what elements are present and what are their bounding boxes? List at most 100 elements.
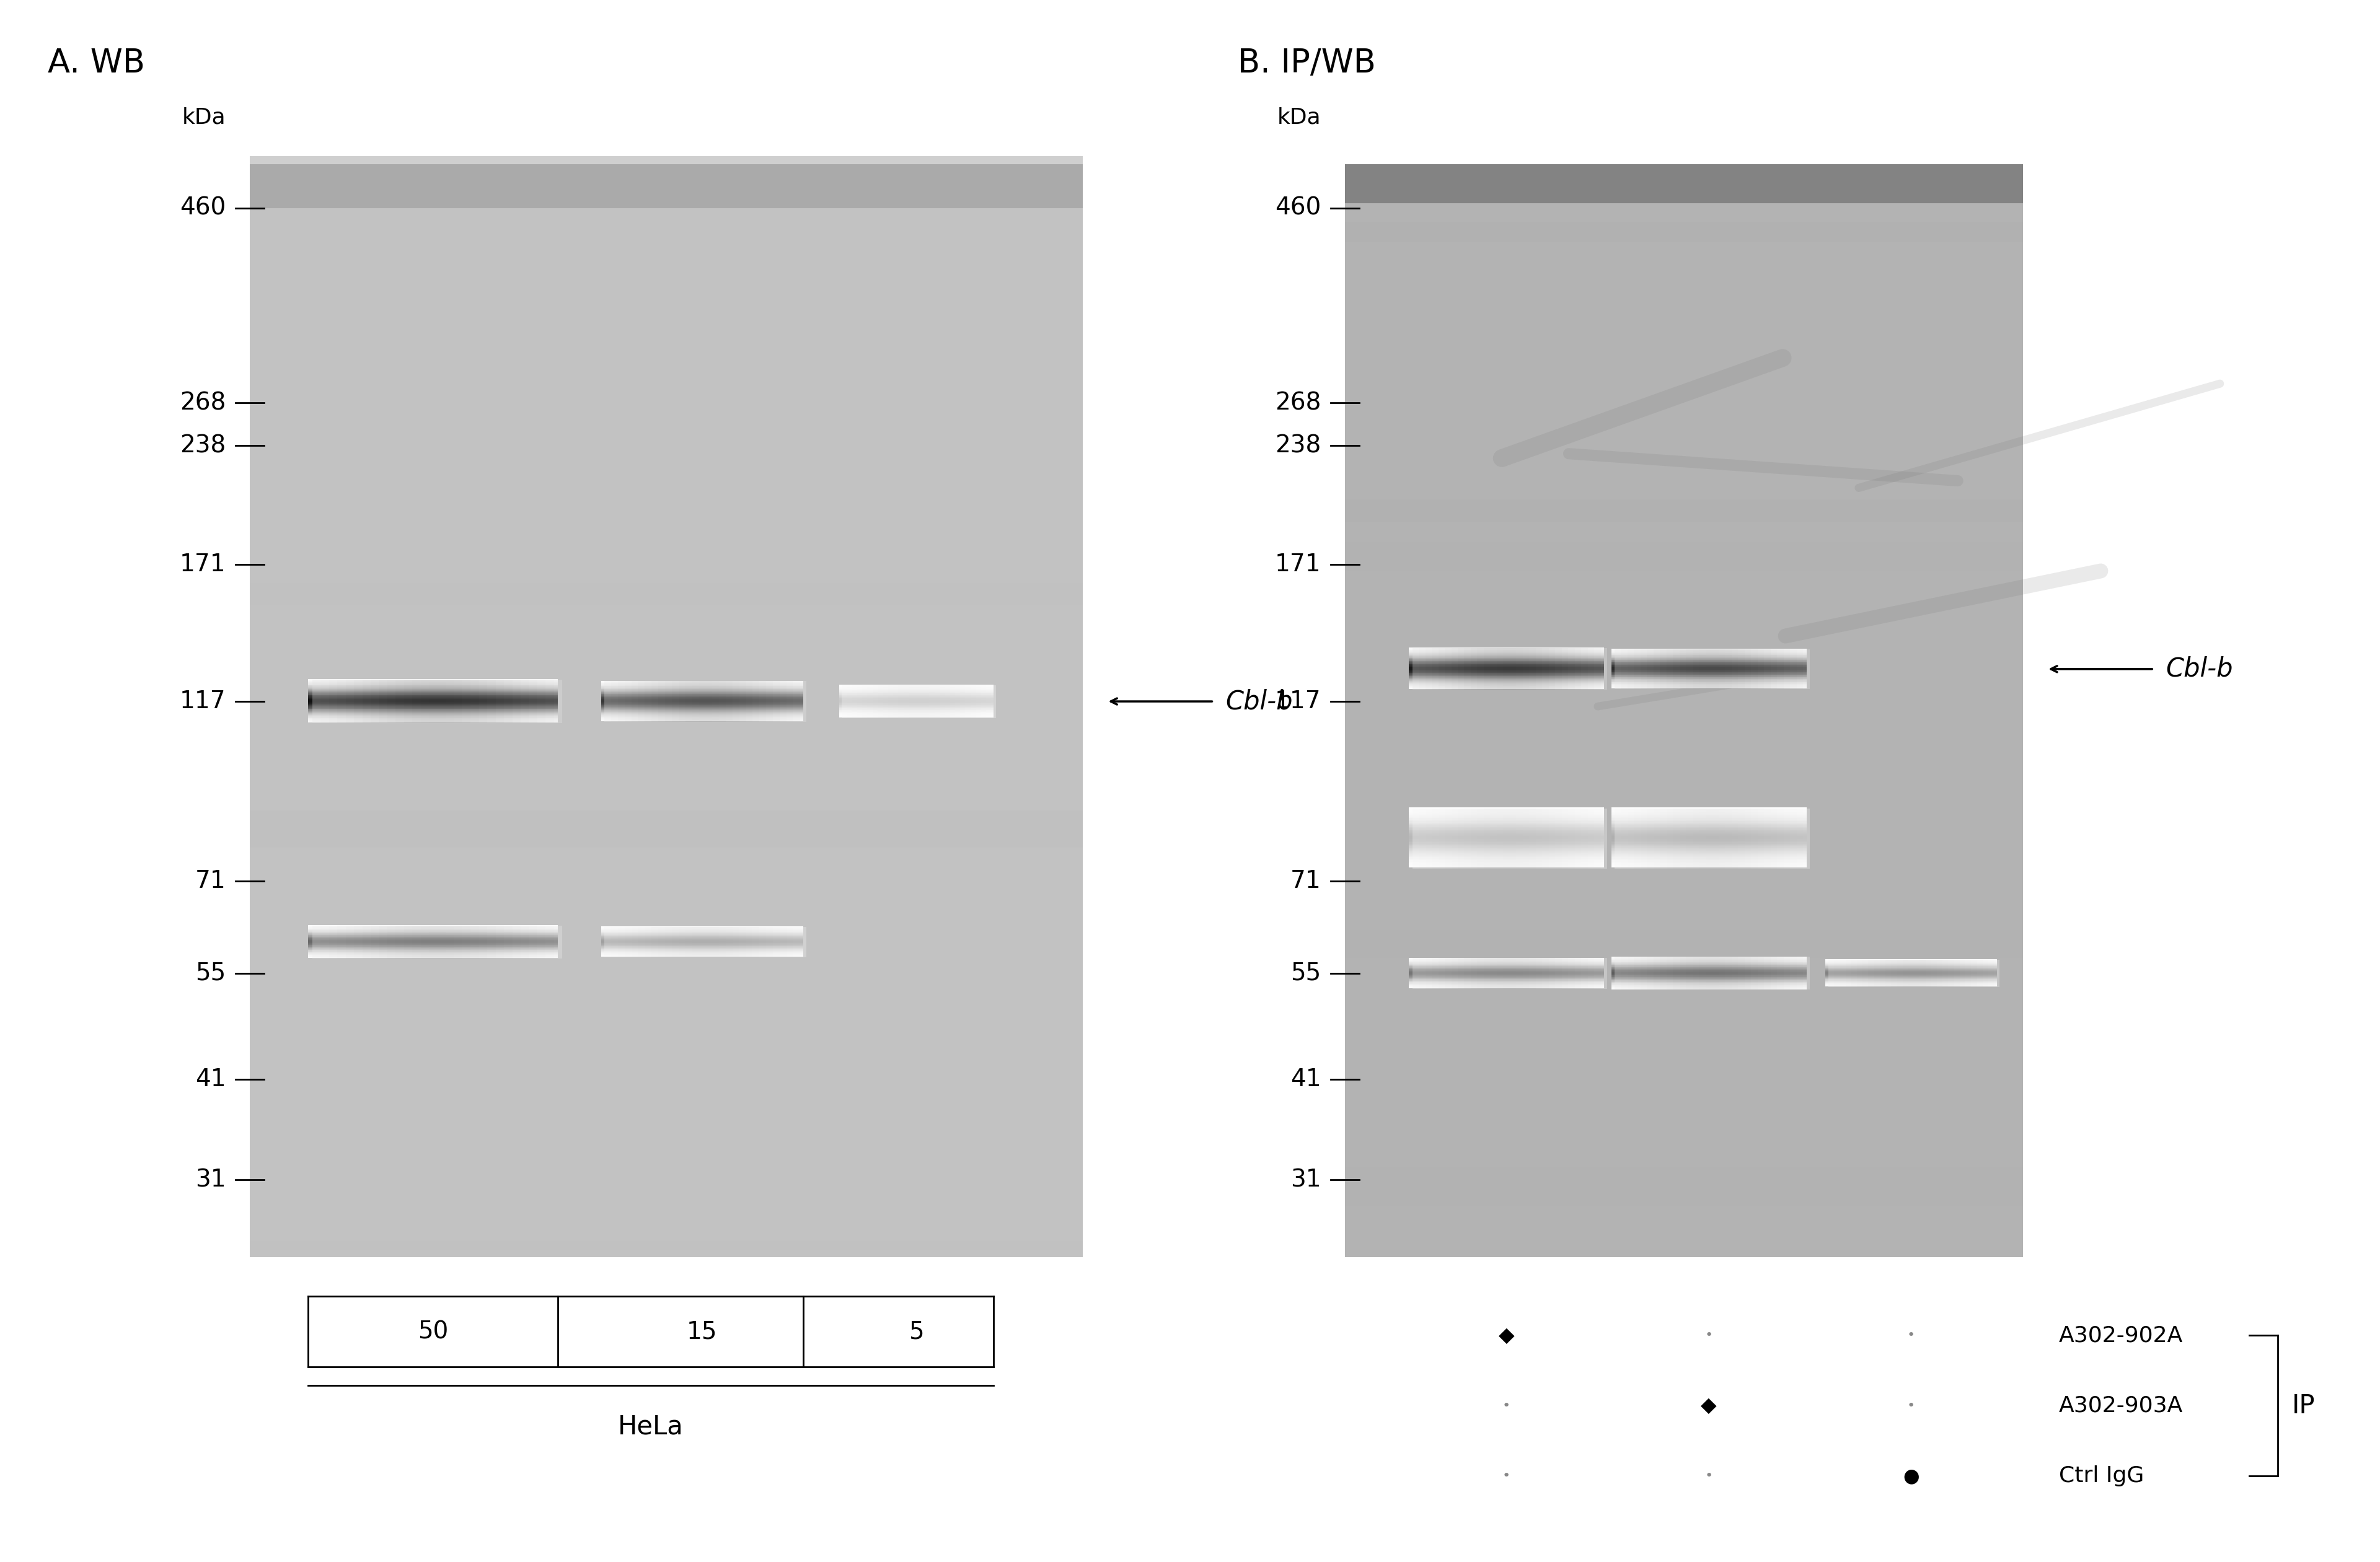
Bar	[1438, 648, 1445, 690]
Bar	[1452, 958, 1457, 989]
Bar	[1635, 958, 1640, 990]
Bar	[1797, 650, 1804, 689]
Bar	[1345, 634, 2023, 651]
Bar	[685, 926, 693, 958]
Bar	[1733, 958, 1737, 990]
Bar	[1561, 808, 1568, 868]
Bar	[940, 686, 945, 719]
Text: 71: 71	[195, 870, 226, 893]
Bar	[1692, 650, 1699, 689]
Bar	[1568, 648, 1576, 690]
Bar	[1433, 958, 1438, 989]
Bar	[971, 686, 976, 719]
Bar	[1756, 958, 1764, 990]
Bar	[1783, 808, 1790, 868]
Text: 171: 171	[181, 553, 226, 576]
Bar	[1542, 958, 1549, 989]
Bar	[1892, 959, 1897, 987]
Bar	[428, 926, 438, 959]
Bar	[338, 679, 345, 723]
Bar	[1659, 958, 1666, 990]
Bar	[740, 681, 745, 722]
Bar	[759, 926, 766, 958]
Bar	[671, 681, 678, 722]
Bar	[652, 926, 659, 958]
Bar	[645, 681, 652, 722]
Text: 15: 15	[688, 1320, 716, 1343]
Bar	[612, 681, 619, 722]
Bar	[1937, 959, 1942, 987]
Bar	[700, 681, 704, 722]
Bar	[1549, 958, 1557, 989]
Bar	[1621, 958, 1628, 990]
Bar	[1640, 650, 1647, 689]
Bar	[328, 679, 338, 723]
Bar	[1471, 648, 1478, 690]
Bar	[659, 926, 664, 958]
Bar	[1983, 959, 1987, 987]
Bar	[1718, 808, 1726, 868]
Bar	[1516, 958, 1523, 989]
Bar	[1561, 648, 1568, 690]
Text: 31: 31	[195, 1168, 226, 1192]
Bar	[1580, 958, 1587, 989]
Bar	[378, 926, 388, 959]
Bar	[1726, 808, 1733, 868]
Bar	[1673, 808, 1680, 868]
Bar	[1445, 648, 1452, 690]
Bar	[455, 679, 462, 723]
Bar	[928, 686, 935, 719]
Bar	[976, 686, 981, 719]
Text: 238: 238	[1276, 434, 1321, 458]
Bar	[1706, 808, 1711, 868]
Bar	[1654, 958, 1661, 990]
Bar	[1535, 648, 1542, 690]
Bar	[733, 926, 740, 958]
Bar	[1880, 959, 1885, 987]
Bar	[631, 926, 638, 958]
Bar	[793, 681, 800, 722]
Bar	[700, 926, 704, 958]
Text: kDa: kDa	[183, 106, 226, 128]
Bar	[1711, 808, 1718, 868]
Bar	[664, 926, 671, 958]
Bar	[1680, 808, 1685, 868]
Bar	[752, 681, 759, 722]
Bar	[521, 679, 528, 723]
Bar	[1478, 958, 1483, 989]
Bar	[1864, 959, 1868, 987]
Bar	[645, 926, 652, 958]
Text: A302-903A: A302-903A	[2059, 1395, 2182, 1417]
Bar	[766, 681, 774, 722]
Text: Ctrl IgG: Ctrl IgG	[2059, 1465, 2144, 1487]
Bar	[538, 926, 545, 959]
Bar	[1580, 808, 1587, 868]
Bar	[693, 681, 700, 722]
Bar	[1587, 648, 1595, 690]
Bar	[1733, 808, 1737, 868]
Bar	[1602, 808, 1606, 868]
Text: •: •	[1502, 1400, 1511, 1412]
Bar	[1635, 650, 1640, 689]
Bar	[693, 926, 700, 958]
Bar	[652, 681, 659, 722]
Bar	[752, 926, 759, 958]
Text: HeLa: HeLa	[619, 1414, 683, 1440]
Bar	[1345, 476, 2023, 490]
Bar	[478, 926, 488, 959]
Bar	[624, 681, 631, 722]
Text: ◆: ◆	[1499, 1325, 1514, 1346]
Bar	[1497, 808, 1504, 868]
Bar	[521, 926, 528, 959]
Bar	[1804, 808, 1809, 868]
Bar	[1718, 650, 1726, 689]
Bar	[1902, 959, 1909, 987]
Bar	[1966, 959, 1971, 987]
Bar	[538, 679, 545, 723]
Text: 171: 171	[1276, 553, 1321, 576]
Bar	[745, 681, 752, 722]
Bar	[1699, 650, 1706, 689]
Bar	[1411, 808, 1418, 868]
Bar	[1471, 958, 1478, 989]
Bar	[312, 679, 321, 723]
